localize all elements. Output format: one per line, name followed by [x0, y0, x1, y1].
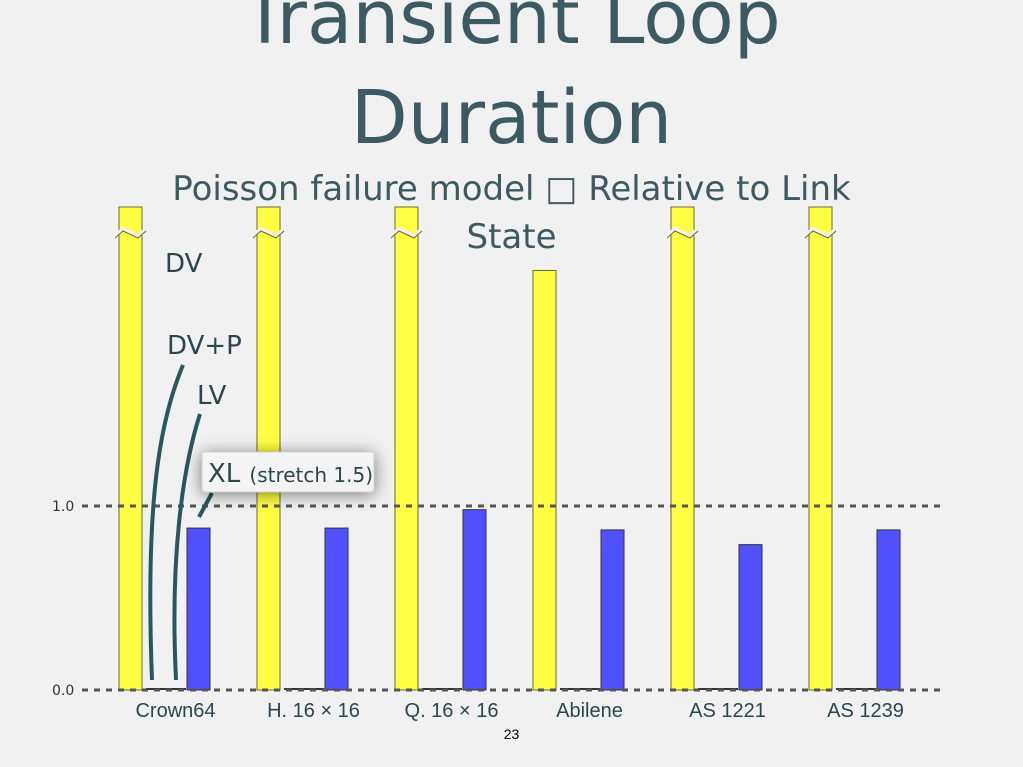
bar-xl-1: [324, 527, 349, 691]
category-label-2: Q. 16 × 16: [405, 700, 499, 722]
legend-xl: XL (stretch 1.5): [208, 459, 373, 489]
axis-break-2: [389, 226, 424, 239]
category-label-0: Crown64: [135, 700, 215, 722]
legend-dv: DV: [165, 249, 203, 279]
axis-break-line-5: [804, 230, 837, 239]
axis-break-line-2: [390, 230, 423, 239]
y-tick-0: 0.0: [52, 683, 74, 699]
page-number: 23: [503, 726, 520, 742]
bar-dv-0: [118, 206, 143, 691]
slide-title-line2: Duration: [350, 75, 673, 161]
bar-dv-4: [670, 206, 695, 691]
axis-break-5: [803, 226, 838, 239]
bar-dv-2: [394, 206, 419, 691]
bar-dv-1: [256, 206, 281, 691]
y-tick-1: 1.0: [52, 499, 74, 515]
legend-xl-note: (stretch 1.5): [249, 463, 373, 487]
y-tick-labels: 0.0 1.0: [52, 499, 74, 699]
category-label-1: H. 16 × 16: [267, 700, 360, 722]
axis-break-line-4: [666, 230, 699, 239]
axis-break-0: [113, 226, 148, 239]
category-label-3: Abilene: [556, 700, 623, 722]
axis-break-line-1: [252, 230, 285, 239]
bar-xl-3: [600, 529, 625, 691]
legend-xl-box: [201, 451, 375, 493]
axis-break-line-0: [114, 230, 147, 239]
bar-xl-4: [738, 544, 763, 691]
legend-leader-lv: [172, 413, 202, 681]
slide-subtitle: Poisson failure model □ Relative to Link…: [172, 169, 851, 257]
bar-dv-3: [532, 269, 557, 691]
legend-xl-label: XL: [208, 459, 241, 489]
bar-xl-0: [186, 527, 211, 691]
legend: DV DV+P LV XL (stretch 1.5): [148, 249, 375, 681]
slide-title-line1: Transient Loop: [242, 0, 781, 61]
legend-dvp: DV+P: [167, 331, 242, 361]
bar-xl-5: [876, 529, 901, 691]
axis-break-4: [665, 226, 700, 239]
category-label-4: AS 1221: [689, 700, 766, 722]
bar-xl-2: [462, 509, 487, 691]
category-labels: Crown64 H. 16 × 16 Q. 16 × 16 Abilene AS 122…: [135, 700, 903, 722]
legend-lv: LV: [197, 381, 227, 411]
legend-leader-xl: [197, 492, 214, 518]
bars-group: [113, 206, 901, 691]
bar-dv-5: [808, 206, 833, 691]
axis-break-1: [251, 226, 286, 239]
legend-leader-dvp: [148, 364, 185, 681]
category-label-5: AS 1239: [827, 700, 904, 722]
